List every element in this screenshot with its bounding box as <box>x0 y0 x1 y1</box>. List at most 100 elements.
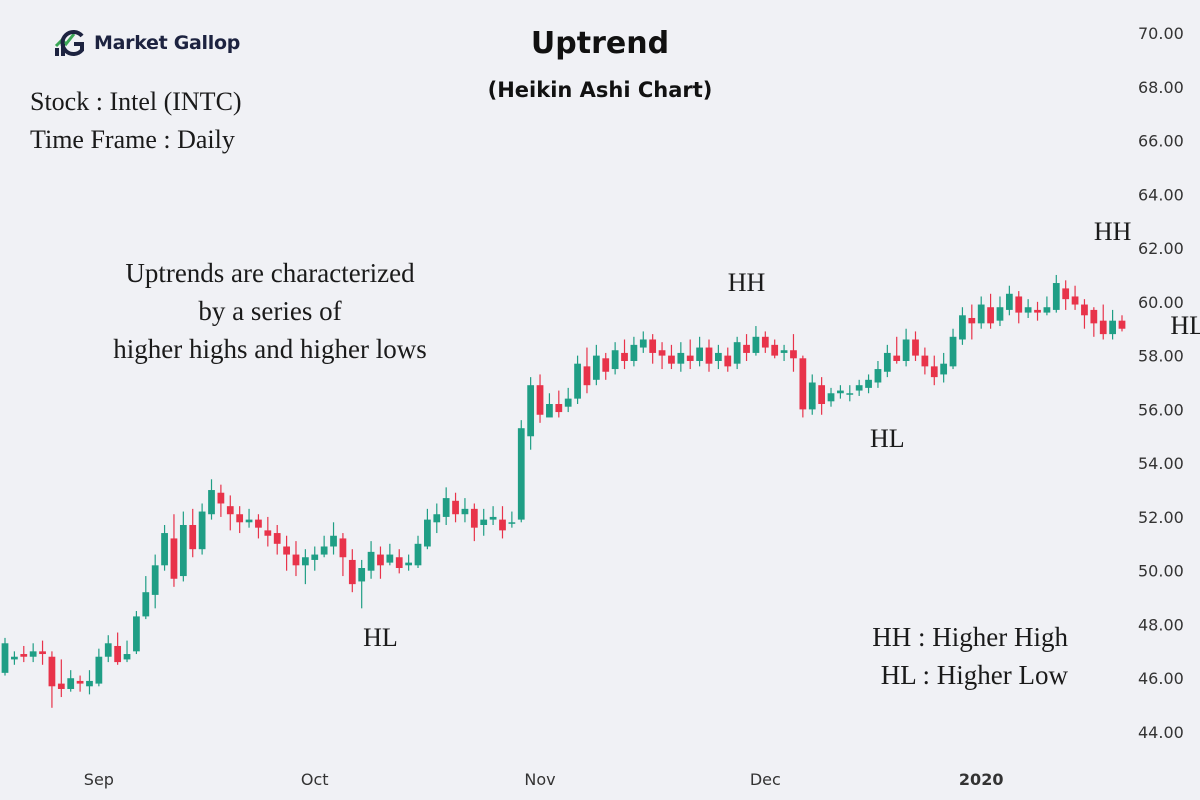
candle-up <box>752 336 760 353</box>
candle-up <box>442 498 450 517</box>
candle-up <box>827 393 835 402</box>
candle-up <box>424 519 431 547</box>
candle-down <box>1099 320 1107 335</box>
candle-up <box>67 678 75 689</box>
x-tick-label: 2020 <box>959 770 1004 789</box>
candle-up <box>1109 320 1116 335</box>
y-tick-label: 60.00 <box>1138 293 1184 312</box>
candle-down <box>649 339 657 353</box>
candle-down <box>48 656 56 687</box>
candle-up <box>179 524 187 577</box>
candle-up <box>133 616 140 652</box>
candle-down <box>76 680 84 684</box>
candle-down <box>20 654 28 657</box>
chart-title: Uptrend <box>530 26 670 61</box>
candle-series <box>1 274 1126 708</box>
candle-up <box>11 656 18 660</box>
candle-up <box>508 522 516 524</box>
candle-up <box>151 565 159 595</box>
candle-up <box>959 315 966 340</box>
candle-up <box>639 339 647 348</box>
x-tick-label: Nov <box>524 770 555 789</box>
candle-down <box>705 347 713 364</box>
candle-up <box>330 535 337 547</box>
x-tick-label: Oct <box>301 770 329 789</box>
x-tick-label: Sep <box>84 770 114 789</box>
candle-down <box>339 538 347 558</box>
candle-down <box>602 358 610 372</box>
candle-down <box>921 355 929 367</box>
x-axis: Sep Oct Nov Dec 2020 <box>84 770 1004 789</box>
y-tick-label: 50.00 <box>1138 562 1184 581</box>
candle-down <box>761 336 769 348</box>
candle-up <box>883 352 891 372</box>
y-tick-label: 48.00 <box>1138 615 1184 634</box>
candle-down <box>226 506 234 515</box>
chart-subtitle: (Heikin Ashi Chart) <box>487 78 713 102</box>
candle-up <box>592 355 600 380</box>
candle-up <box>564 398 572 407</box>
candle-up <box>808 382 816 410</box>
y-tick-label: 46.00 <box>1138 669 1184 688</box>
candle-down <box>771 344 779 356</box>
candle-down <box>348 559 356 585</box>
legend-hh: HH : Higher High <box>872 622 1068 652</box>
y-tick-label: 66.00 <box>1138 132 1184 151</box>
y-tick-label: 62.00 <box>1138 239 1184 258</box>
candle-up <box>301 557 309 566</box>
candle-up <box>574 363 581 399</box>
candle-down <box>236 514 244 523</box>
y-tick-label: 44.00 <box>1138 723 1184 742</box>
candle-up <box>367 551 375 571</box>
candle-down <box>790 350 797 359</box>
candle-up <box>1024 307 1032 313</box>
description: Uptrends are characterized by a series o… <box>70 254 470 368</box>
description-line: by a series of <box>198 296 342 326</box>
candle-down <box>499 519 506 531</box>
candle-up <box>611 350 619 370</box>
candle-down <box>114 645 122 663</box>
candle-up <box>902 339 910 361</box>
candle-down <box>39 651 46 655</box>
candle-up <box>405 562 413 566</box>
candle-down <box>724 355 732 367</box>
brand-logo: Market Gallop <box>52 28 240 58</box>
candle-down <box>452 500 459 515</box>
higher-high-label: HH <box>728 268 766 297</box>
candle-up <box>245 519 253 523</box>
candle-up <box>123 654 131 660</box>
higher-low-label: HL <box>1170 311 1200 340</box>
candle-down <box>255 519 262 528</box>
candle-down <box>621 352 628 361</box>
annotations: HLHHHLHHHLHH <box>363 217 1200 652</box>
candle-down <box>912 339 919 356</box>
candle-up <box>489 516 497 520</box>
candle-up <box>1043 307 1051 313</box>
candle-up <box>855 385 863 391</box>
timeframe-label: Time Frame : Daily <box>30 125 235 154</box>
candle-up <box>546 404 553 418</box>
candle-up <box>1052 283 1060 310</box>
y-tick-label: 64.00 <box>1138 185 1184 204</box>
candle-down <box>893 355 901 361</box>
candle-up <box>461 508 469 515</box>
candle-up <box>977 304 985 324</box>
candle-down <box>57 683 65 689</box>
y-tick-label: 54.00 <box>1138 454 1184 473</box>
higher-high-label: HH <box>1094 217 1132 246</box>
candle-down <box>1034 309 1041 313</box>
candle-up <box>780 350 788 353</box>
candle-down <box>555 404 563 413</box>
candle-up <box>714 352 722 361</box>
candle-down <box>686 355 694 361</box>
candle-up <box>86 680 93 687</box>
candle-up <box>95 656 103 684</box>
description-line: Uptrends are characterized <box>125 258 415 288</box>
legend-hl: HL : Higher Low <box>880 660 1068 690</box>
candle-up <box>949 336 957 367</box>
candle-up <box>677 352 685 364</box>
candle-down <box>283 546 290 555</box>
candle-up <box>311 554 319 560</box>
candle-up <box>480 519 488 525</box>
